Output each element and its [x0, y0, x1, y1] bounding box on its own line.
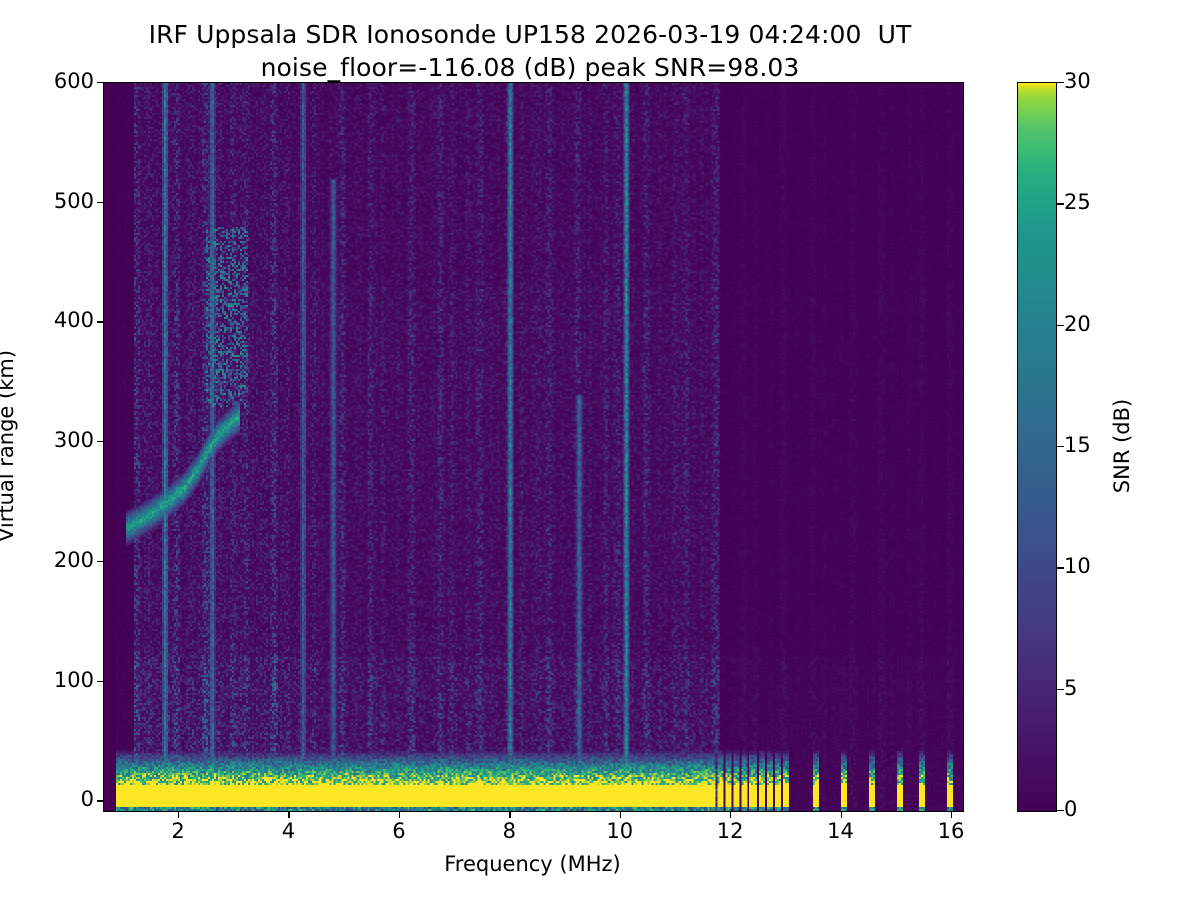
- colorbar-tick-label: 15: [1064, 433, 1091, 457]
- x-tick-mark: [840, 811, 842, 818]
- y-tick-mark: [96, 321, 103, 323]
- colorbar-label: SNR (dB): [1110, 398, 1134, 494]
- x-tick-mark: [509, 811, 511, 818]
- x-tick-label: 10: [606, 819, 634, 843]
- y-tick-mark: [96, 560, 103, 563]
- colorbar-tick-mark: [1057, 688, 1064, 690]
- figure-title: IRF Uppsala SDR Ionosonde UP158 2026-03-…: [0, 18, 1060, 84]
- title-line-1: IRF Uppsala SDR Ionosonde UP158 2026-03-…: [148, 20, 912, 49]
- ionogram-heatmap: [104, 83, 963, 811]
- colorbar-gradient: [1017, 82, 1057, 812]
- colorbar-tick-label: 25: [1064, 190, 1091, 215]
- colorbar-tick-label: 10: [1064, 554, 1091, 579]
- colorbar-tick-label: 30: [1064, 69, 1091, 93]
- colorbar-tick-mark: [1057, 324, 1064, 326]
- x-tick-label: 16: [937, 819, 965, 843]
- x-tick-label: 8: [502, 819, 516, 843]
- y-tick-label: 200: [53, 547, 94, 572]
- y-tick-label: 600: [53, 69, 94, 93]
- y-tick-label: 100: [53, 667, 94, 692]
- y-tick-mark: [96, 441, 103, 443]
- x-tick-label: 14: [827, 819, 854, 843]
- colorbar-tick-label: 20: [1064, 311, 1091, 336]
- y-tick-label: 0: [80, 787, 94, 812]
- x-tick-mark: [288, 811, 290, 818]
- x-tick-mark: [398, 811, 401, 818]
- y-axis-label: Virtual range (km): [0, 349, 18, 543]
- y-tick-mark: [96, 82, 103, 84]
- y-tick-mark: [96, 800, 103, 802]
- title-line-2: noise_floor=-116.08 (dB) peak SNR=98.03: [260, 53, 800, 82]
- x-tick-label: 12: [716, 819, 744, 843]
- x-tick-mark: [178, 811, 180, 818]
- x-tick-mark: [950, 811, 953, 818]
- y-tick-label: 500: [53, 188, 94, 213]
- colorbar-tick-mark: [1057, 82, 1064, 84]
- x-tick-label: 4: [281, 819, 296, 843]
- colorbar-tick-label: 0: [1064, 797, 1078, 821]
- x-tick-mark: [730, 811, 732, 818]
- colorbar-tick-label: 5: [1064, 675, 1078, 700]
- y-tick-label: 400: [53, 308, 94, 333]
- colorbar-tick-mark: [1057, 203, 1064, 205]
- x-tick-mark: [619, 811, 621, 818]
- colorbar-tick-mark: [1057, 810, 1064, 812]
- colorbar-tick-mark: [1057, 446, 1064, 448]
- x-tick-label: 2: [171, 819, 185, 843]
- colorbar-tick-mark: [1057, 567, 1064, 569]
- ionogram-axes: [103, 82, 964, 812]
- y-tick-mark: [96, 201, 103, 203]
- y-tick-mark: [96, 680, 103, 682]
- x-tick-label: 6: [392, 819, 406, 843]
- x-axis-label: Frequency (MHz): [444, 852, 621, 876]
- y-tick-label: 300: [53, 428, 94, 453]
